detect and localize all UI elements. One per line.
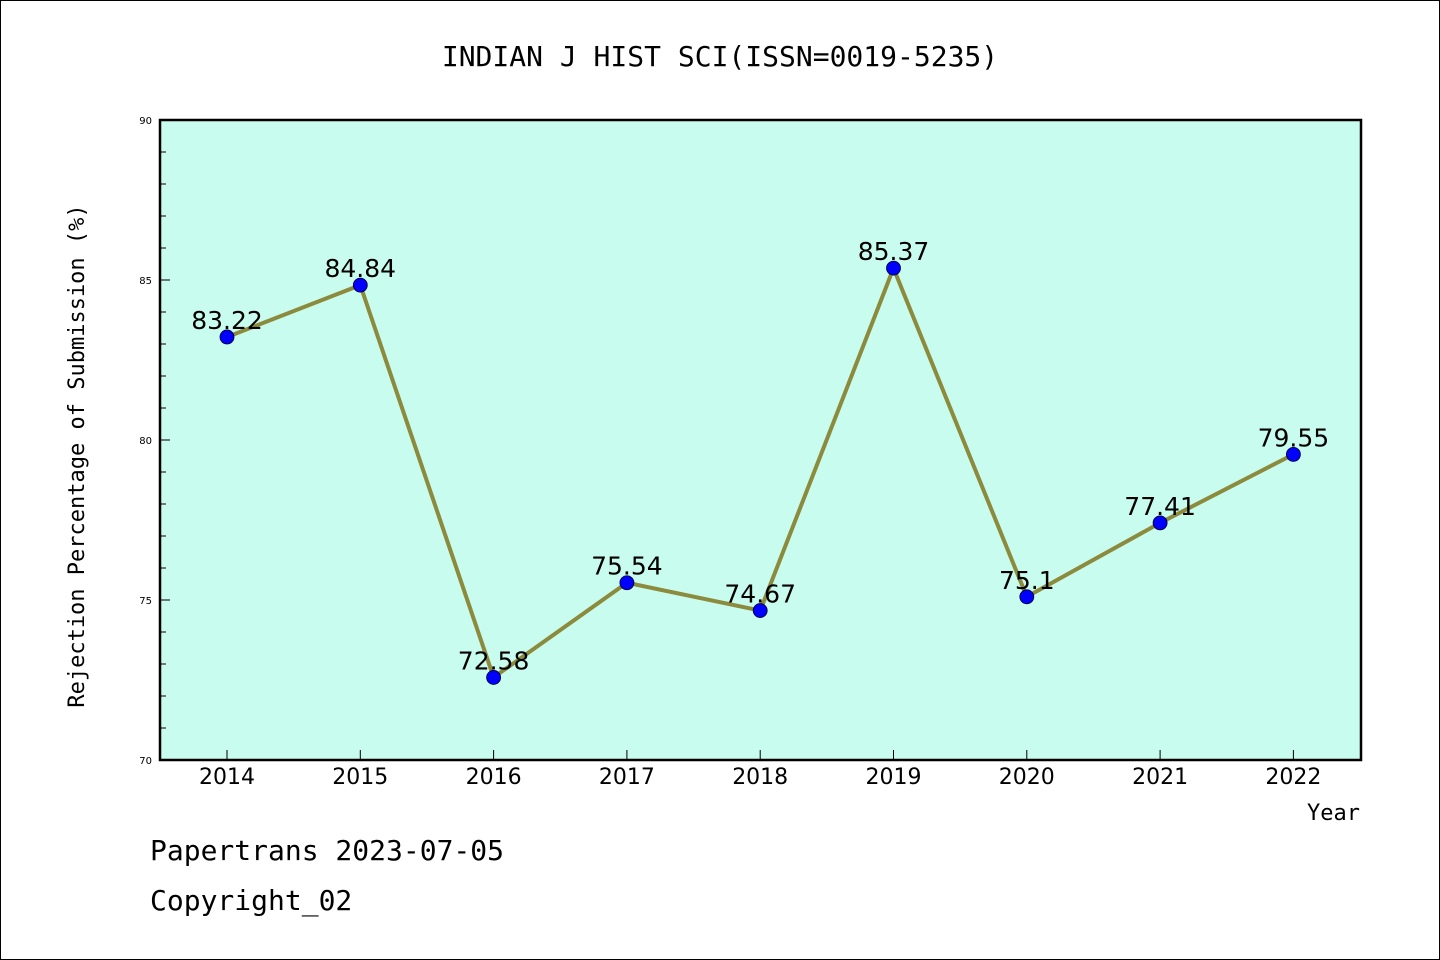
plot-border <box>158 118 1363 762</box>
data-label: 83.22 <box>191 306 263 335</box>
y-tick-label: 70 <box>139 756 152 767</box>
data-label: 72.58 <box>458 646 530 675</box>
data-label: 75.1 <box>999 566 1055 595</box>
data-label: 85.37 <box>858 237 930 266</box>
data-labels: 83.22 84.84 72.58 75.54 74.67 85.37 75.1 77.41 7… <box>191 237 1329 675</box>
x-tick-label: 2021 <box>1132 765 1188 790</box>
data-label: 77.41 <box>1124 492 1196 521</box>
data-point <box>619 575 635 591</box>
x-axis-label: Year <box>1307 801 1360 826</box>
series-markers <box>219 260 1301 685</box>
data-point <box>752 603 768 618</box>
y-tick-label: 85 <box>139 276 152 287</box>
chart-title: INDIAN J HIST SCI(ISSN=0019-5235) <box>442 40 998 73</box>
x-tick-label: 2017 <box>599 765 655 790</box>
y-axis-label: Rejection Percentage of Submission (%) <box>65 204 90 707</box>
data-point <box>886 260 901 276</box>
data-point <box>1152 515 1168 531</box>
data-point <box>219 329 235 345</box>
data-label: 75.54 <box>591 552 663 581</box>
x-tick-label: 2019 <box>866 765 922 790</box>
x-tick-label: 2022 <box>1265 765 1321 790</box>
data-point <box>1286 446 1301 462</box>
data-point <box>352 277 368 293</box>
x-tick-label: 2015 <box>332 765 388 790</box>
footer-date: Papertrans 2023-07-05 <box>150 834 505 867</box>
x-axis: 2014 2015 2016 2017 2018 2019 2020 2021 2022 <box>199 750 1321 790</box>
y-tick-label: 75 <box>139 596 152 607</box>
x-tick-label: 2018 <box>732 765 788 790</box>
data-label: 84.84 <box>325 254 397 283</box>
y-tick-label: 90 <box>139 116 152 127</box>
data-point <box>1019 589 1035 605</box>
x-tick-label: 2020 <box>999 765 1055 790</box>
data-label: 79.55 <box>1258 423 1330 452</box>
x-tick-label: 2016 <box>466 765 522 790</box>
data-point <box>486 670 502 685</box>
x-tick-label: 2014 <box>199 765 255 790</box>
data-label: 74.67 <box>724 580 796 609</box>
y-tick-label: 80 <box>139 436 152 447</box>
footer-copyright: Copyright_02 <box>150 884 353 917</box>
plot-area <box>160 120 1361 760</box>
